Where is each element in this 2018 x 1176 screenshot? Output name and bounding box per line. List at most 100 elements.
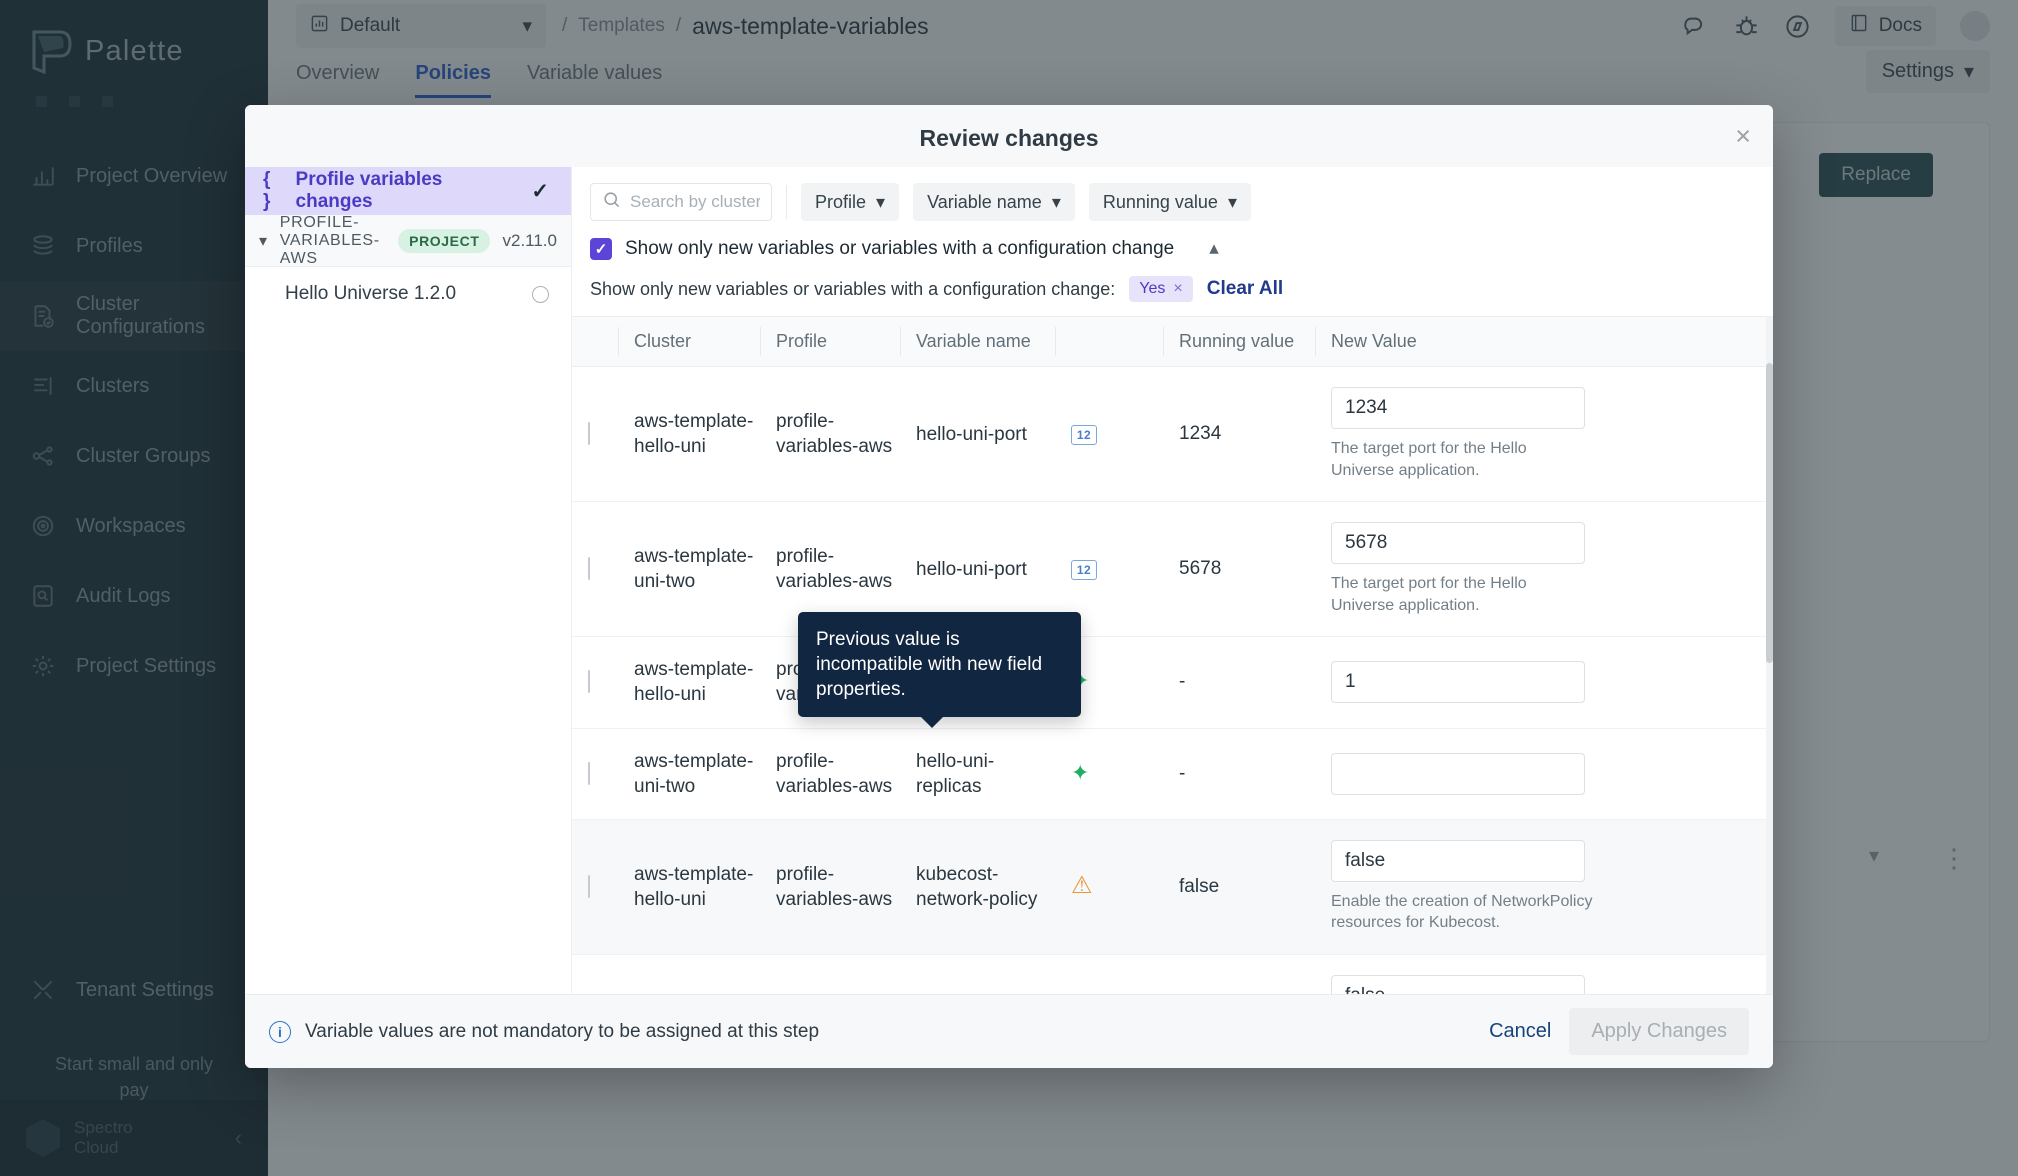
search-icon bbox=[602, 190, 621, 214]
list-item[interactable]: Hello Universe 1.2.0 bbox=[245, 267, 571, 321]
number-type-icon: 12 bbox=[1071, 560, 1097, 581]
col-type-icon bbox=[1055, 317, 1163, 367]
table-row[interactable]: aws-template-uni-two profile-variables-a… bbox=[572, 728, 1773, 820]
filter-bar: Profile ▾ Variable name ▾ Running value … bbox=[572, 167, 1773, 233]
divider bbox=[786, 185, 787, 219]
cell-variable-name: kubecost-network-policy bbox=[900, 954, 1055, 994]
filter-chip-yes[interactable]: Yes × bbox=[1129, 276, 1193, 302]
running-value: 1234 bbox=[1179, 423, 1222, 445]
scope-badge: PROJECT bbox=[398, 228, 491, 253]
cell-variable-name: kubecost-network-policy bbox=[900, 819, 1055, 955]
search-input-wrapper[interactable] bbox=[590, 183, 772, 221]
active-filters-row: Show only new variables or variables wit… bbox=[572, 260, 1773, 316]
cluster-name: aws-template-hello-uni bbox=[634, 411, 754, 458]
col-new-value: New Value bbox=[1315, 317, 1773, 367]
profile-variables-changes-section[interactable]: { } Profile variables changes ✓ bbox=[245, 167, 571, 215]
row-checkbox[interactable] bbox=[588, 874, 590, 898]
new-value-input[interactable] bbox=[1331, 752, 1585, 795]
table-scrollbar-thumb[interactable] bbox=[1766, 363, 1773, 663]
show-only-changed-checkbox-row[interactable]: ✓ Show only new variables or variables w… bbox=[572, 233, 1773, 260]
review-changes-modal: Review changes × { } Profile variables c… bbox=[245, 105, 1773, 1068]
field-helper-text: The target port for the Hello Universe a… bbox=[1331, 440, 1527, 479]
cell-cluster: aws-template-uni-two bbox=[618, 954, 760, 994]
cell-cluster: aws-template-hello-uni bbox=[618, 819, 760, 955]
table-row[interactable]: aws-template-uni-two profile-variables-a… bbox=[572, 501, 1773, 638]
active-filter-label: Show only new variables or variables wit… bbox=[590, 278, 1116, 299]
check-icon: ✓ bbox=[531, 179, 549, 203]
row-checkbox[interactable] bbox=[588, 761, 590, 785]
cell-profile: profile-variables-aws bbox=[760, 366, 900, 503]
row-checkbox[interactable] bbox=[588, 422, 590, 446]
table-head: Cluster Profile Variable name Running va… bbox=[572, 317, 1773, 367]
table-scrollbar-track[interactable] bbox=[1766, 317, 1773, 994]
cancel-button[interactable]: Cancel bbox=[1489, 1020, 1552, 1042]
row-checkbox-cell[interactable] bbox=[572, 366, 618, 503]
modal-left-pane: { } Profile variables changes ✓ ▾ PROFIL… bbox=[245, 167, 572, 994]
row-checkbox-cell[interactable] bbox=[572, 636, 618, 729]
chevron-down-icon: ▾ bbox=[1051, 191, 1061, 212]
filter-running-value-dropdown[interactable]: Running value ▾ bbox=[1088, 183, 1251, 221]
variable-name: hello-uni-replicas bbox=[916, 750, 995, 797]
cell-type-icon: 12 bbox=[1055, 366, 1163, 503]
chevron-down-icon[interactable]: ▾ bbox=[259, 232, 268, 250]
filter-label: Running value bbox=[1102, 191, 1218, 212]
running-value: 5678 bbox=[1179, 558, 1222, 580]
profile-name: profile-variables-aws bbox=[776, 411, 893, 458]
table-row[interactable]: aws-template-hello-uni profile-variables… bbox=[572, 366, 1773, 503]
filter-variable-name-dropdown[interactable]: Variable name ▾ bbox=[913, 183, 1075, 221]
table-row[interactable]: aws-template-uni-two profile-variables-a… bbox=[572, 954, 1773, 994]
new-value-input[interactable] bbox=[1331, 974, 1585, 994]
sparkles-new-icon: ✦ bbox=[1071, 759, 1090, 785]
row-checkbox-cell[interactable] bbox=[572, 819, 618, 955]
table-row[interactable]: aws-template-hello-uni profile-variables… bbox=[572, 636, 1773, 729]
profile-group-row[interactable]: ▾ PROFILE-VARIABLES-AWS PROJECT v2.11.0 bbox=[245, 213, 571, 267]
cell-profile: profile-variables-aws bbox=[760, 728, 900, 820]
info-circle-icon: i bbox=[269, 1020, 291, 1043]
filter-label: Profile bbox=[815, 191, 867, 212]
chevron-down-icon: ▾ bbox=[876, 191, 886, 212]
running-value: - bbox=[1179, 671, 1186, 693]
cell-profile: profile-variables-aws bbox=[760, 819, 900, 955]
chip-remove-icon[interactable]: × bbox=[1173, 280, 1183, 297]
pack-status-radio[interactable] bbox=[532, 285, 549, 303]
profile-group-name: PROFILE-VARIABLES-AWS bbox=[279, 213, 380, 267]
modal-header: Review changes × bbox=[245, 105, 1773, 167]
profile-name: profile-variables-aws bbox=[776, 750, 893, 797]
variable-name: kubecost-network-policy bbox=[916, 863, 1038, 910]
search-input[interactable] bbox=[630, 192, 760, 212]
section-label: Profile variables changes bbox=[295, 169, 443, 212]
checkbox-checked-icon[interactable]: ✓ bbox=[590, 237, 612, 260]
cell-running-value: false bbox=[1163, 954, 1315, 994]
clear-all-button[interactable]: Clear All bbox=[1206, 278, 1284, 299]
checkbox-label: Show only new variables or variables wit… bbox=[625, 237, 1175, 259]
row-checkbox-cell[interactable] bbox=[572, 728, 618, 820]
modal-right-pane: Profile ▾ Variable name ▾ Running value … bbox=[572, 167, 1773, 994]
new-value-input[interactable] bbox=[1331, 661, 1585, 704]
cell-cluster: aws-template-uni-two bbox=[618, 728, 760, 820]
new-value-input[interactable] bbox=[1331, 387, 1585, 429]
table-row[interactable]: aws-template-hello-uni profile-variables… bbox=[572, 819, 1773, 955]
field-helper-text: Enable the creation of NetworkPolicy res… bbox=[1331, 892, 1593, 932]
cell-new-value bbox=[1315, 728, 1773, 820]
filter-profile-dropdown[interactable]: Profile ▾ bbox=[801, 183, 900, 221]
cell-new-value: The target port for the Hello Universe a… bbox=[1315, 501, 1773, 638]
chevron-up-icon[interactable]: ▴ bbox=[1209, 238, 1219, 259]
col-running-value: Running value bbox=[1163, 317, 1315, 367]
row-checkbox-cell[interactable] bbox=[572, 954, 618, 994]
cell-new-value: The target port for the Hello Universe a… bbox=[1315, 366, 1773, 503]
running-value: - bbox=[1179, 762, 1186, 784]
chip-value: Yes bbox=[1139, 280, 1166, 297]
warning-tooltip: Previous value is incompatible with new … bbox=[798, 612, 1081, 729]
row-checkbox[interactable] bbox=[588, 557, 590, 581]
cluster-name: aws-template-uni-two bbox=[634, 750, 754, 797]
row-checkbox-cell[interactable] bbox=[572, 501, 618, 638]
cell-running-value: - bbox=[1163, 728, 1315, 820]
warning-triangle-icon[interactable]: ⚠ bbox=[1071, 872, 1093, 900]
close-icon[interactable]: × bbox=[1735, 121, 1751, 151]
row-checkbox[interactable] bbox=[588, 670, 590, 694]
new-value-input[interactable] bbox=[1331, 839, 1585, 882]
cluster-name: aws-template-hello-uni bbox=[634, 863, 754, 910]
cell-variable-name: hello-uni-port bbox=[900, 366, 1055, 503]
new-value-input[interactable] bbox=[1331, 522, 1585, 565]
cell-type-icon: ✦ bbox=[1055, 728, 1163, 820]
